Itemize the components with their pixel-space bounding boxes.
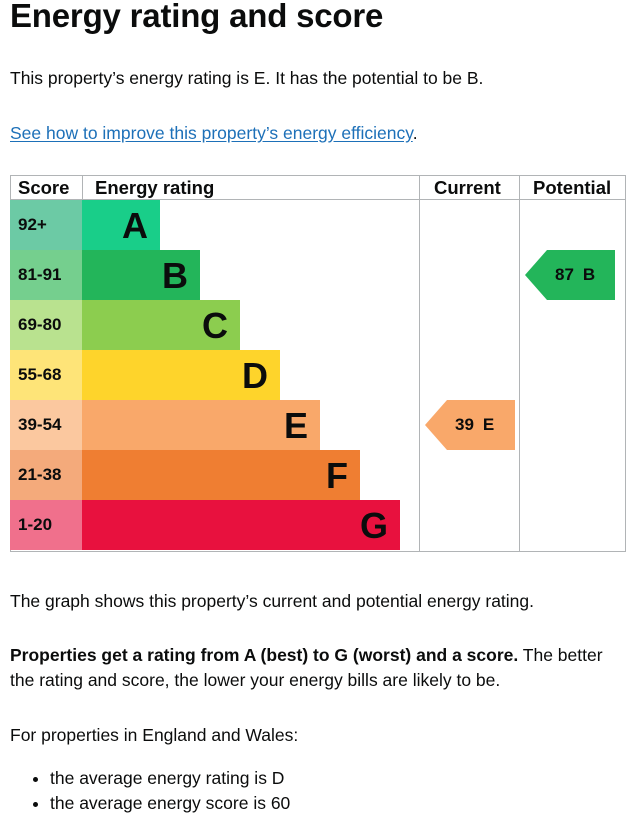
score-header: Score <box>18 177 70 198</box>
rating-explanation: Properties get a rating from A (best) to… <box>10 643 620 693</box>
energy-rating-chart: Score Energy rating Current Potential 92… <box>10 175 626 552</box>
score-column-divider <box>82 175 83 200</box>
energy-rating-header: Energy rating <box>95 177 215 198</box>
list-item: the average energy score is 60 <box>50 791 290 816</box>
current-score-value: 39 <box>455 415 474 434</box>
region-intro: For properties in England and Wales: <box>10 725 299 745</box>
band-score-g: 1-20 <box>10 500 82 550</box>
improve-link-paragraph: See how to improve this property’s energ… <box>10 121 418 145</box>
current-column-divider <box>419 175 420 551</box>
link-trailing-period: . <box>412 123 418 143</box>
band-bar-e: E <box>82 400 320 450</box>
band-bar-g: G <box>82 500 400 550</box>
band-bar-d: D <box>82 350 280 400</box>
potential-header: Potential <box>533 177 612 198</box>
page-title: Energy rating and score <box>10 0 384 34</box>
band-score-e: 39-54 <box>10 400 82 450</box>
current-rating-arrow: 39 E <box>425 400 515 450</box>
potential-score-value: 87 <box>555 265 574 284</box>
band-bar-b: B <box>82 250 200 300</box>
current-header: Current <box>434 177 501 198</box>
list-item: the average energy rating is D <box>50 766 290 791</box>
potential-column-divider <box>519 175 520 551</box>
potential-rating-letter: B <box>582 265 596 284</box>
header-divider <box>10 199 625 200</box>
rating-explanation-bold: Properties get a rating from A (best) to… <box>10 645 519 665</box>
band-score-c: 69-80 <box>10 300 82 350</box>
band-bar-f: F <box>82 450 360 500</box>
current-rating-letter: E <box>482 415 495 434</box>
improve-efficiency-link[interactable]: See how to improve this property’s energ… <box>10 123 413 143</box>
band-score-f: 21-38 <box>10 450 82 500</box>
potential-rating-arrow: 87 B <box>525 250 615 300</box>
band-bar-a: A <box>82 200 160 250</box>
band-score-b: 81-91 <box>10 250 82 300</box>
band-score-d: 55-68 <box>10 350 82 400</box>
rating-summary: This property’s energy rating is E. It h… <box>10 68 484 88</box>
band-score-a: 92+ <box>10 200 82 250</box>
band-bar-c: C <box>82 300 240 350</box>
average-facts-list: the average energy rating is D the avera… <box>10 766 290 816</box>
rating-explanation-rest: The better the rating and score, the low… <box>10 645 603 690</box>
graph-caption: The graph shows this property’s current … <box>10 591 535 611</box>
